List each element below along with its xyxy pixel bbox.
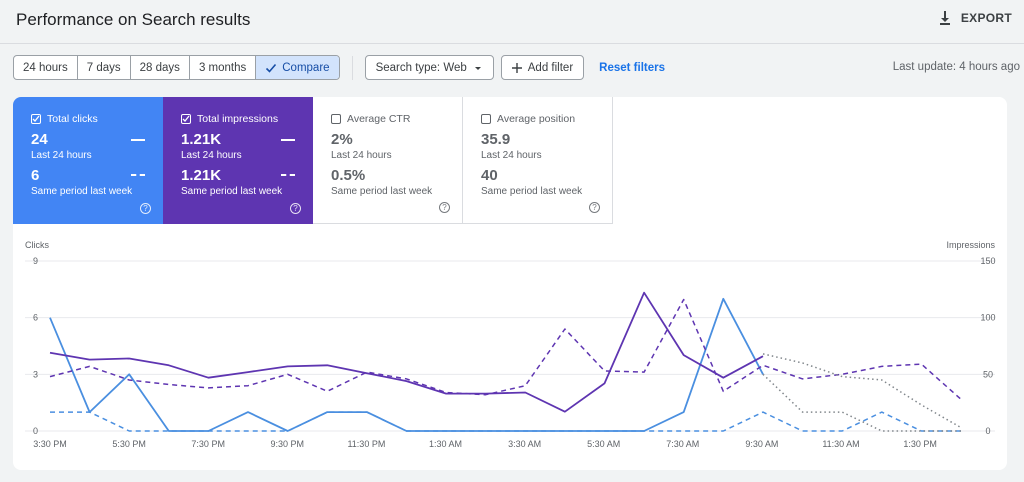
metric-label: Total impressions	[197, 113, 279, 125]
last-update-text: Last update: 4 hours ago	[892, 61, 1020, 73]
x-tick-label: 11:30 AM	[822, 439, 859, 449]
right-tick-label: 50	[983, 369, 993, 379]
checkbox-checked-icon[interactable]	[31, 114, 41, 124]
range-3-months[interactable]: 3 months	[190, 56, 257, 79]
metric-compare-period: Same period last week	[181, 186, 283, 197]
metric-period: Last 24 hours	[31, 150, 92, 161]
search-type-label: Search type: Web	[375, 61, 467, 74]
solid-line-legend	[281, 139, 295, 141]
metric-compare-value: 6	[31, 167, 40, 184]
export-button[interactable]: EXPORT	[937, 10, 1012, 26]
metric-compare-period: Same period last week	[481, 186, 583, 197]
x-tick-label: 9:30 AM	[745, 439, 778, 449]
x-tick-label: 1:30 AM	[429, 439, 462, 449]
export-label: EXPORT	[960, 11, 1012, 25]
add-filter-button[interactable]: Add filter	[500, 55, 585, 80]
metric-compare-period: Same period last week	[31, 186, 133, 197]
solid-line-legend	[131, 139, 145, 141]
download-icon	[939, 11, 950, 25]
dashed-line-legend	[131, 174, 145, 176]
filter-bar: 24 hours 7 days 28 days 3 months Compare…	[13, 55, 665, 80]
left-tick-label: 9	[33, 256, 38, 266]
right-tick-label: 150	[980, 256, 995, 266]
performance-chart: Clicks Impressions 0 0 3 50 6 100 9 150 3:30 PM 5:3…	[25, 240, 996, 449]
metric-compare-period: Same period last week	[331, 186, 433, 197]
plus-icon	[511, 62, 522, 73]
clicks-previous-line	[50, 411, 961, 432]
page-title: Performance on Search results	[16, 10, 251, 29]
x-tick-label: 3:30 AM	[508, 439, 541, 449]
metric-compare-value: 0.5%	[331, 167, 366, 184]
left-tick-label: 3	[33, 369, 38, 379]
dashed-line-legend	[281, 174, 295, 176]
right-axis-title: Impressions	[946, 240, 995, 250]
x-tick-label: 7:30 PM	[191, 439, 225, 449]
compare-button[interactable]: Compare	[256, 56, 339, 79]
filter-divider	[351, 55, 353, 80]
compare-label: Compare	[282, 61, 330, 74]
help-icon[interactable]: ?	[589, 202, 600, 213]
reset-filters-link[interactable]: Reset filters	[599, 61, 665, 74]
metric-value: 2%	[331, 131, 353, 148]
impressions-partial-line	[762, 353, 962, 429]
metric-period: Last 24 hours	[481, 150, 542, 161]
range-28-days[interactable]: 28 days	[131, 56, 190, 79]
metric-period: Last 24 hours	[181, 150, 242, 161]
help-icon[interactable]: ?	[290, 203, 301, 214]
top-bar: Performance on Search results EXPORT	[0, 0, 1024, 44]
x-tick-label: 9:30 PM	[271, 439, 305, 449]
x-tick-label: 11:30 PM	[347, 439, 385, 449]
right-tick-label: 100	[980, 313, 995, 323]
left-tick-label: 0	[33, 426, 38, 436]
search-type-dropdown[interactable]: Search type: Web	[364, 55, 494, 80]
metric-value: 1.21K	[181, 131, 222, 148]
add-filter-label: Add filter	[527, 61, 574, 74]
range-24-hours[interactable]: 24 hours	[14, 56, 78, 79]
impressions-previous-line	[49, 298, 962, 400]
x-tick-label: 3:30 PM	[33, 439, 67, 449]
right-tick-label: 0	[985, 426, 990, 436]
performance-card: Total clicks 24 Last 24 hours 6 Same per…	[13, 97, 1007, 470]
x-tick-label: 5:30 PM	[112, 439, 146, 449]
help-icon[interactable]: ?	[140, 203, 151, 214]
metric-value: 24	[31, 131, 48, 148]
x-tick-label: 1:30 PM	[903, 439, 937, 449]
check-icon	[266, 63, 277, 73]
impressions-current-line	[49, 291, 764, 413]
metric-average-ctr[interactable]: Average CTR 2% Last 24 hours 0.5% Same p…	[313, 97, 463, 224]
metric-value: 35.9	[481, 131, 511, 148]
help-icon[interactable]: ?	[439, 202, 450, 213]
metric-total-clicks[interactable]: Total clicks 24 Last 24 hours 6 Same per…	[13, 97, 163, 224]
metric-label: Average CTR	[347, 113, 411, 125]
dropdown-arrow-icon	[474, 66, 481, 70]
metric-compare-value: 1.21K	[181, 167, 222, 184]
clicks-partial-line	[762, 373, 961, 432]
checkbox-unchecked-icon[interactable]	[481, 114, 491, 124]
range-7-days[interactable]: 7 days	[78, 56, 131, 79]
clicks-current-line	[49, 297, 764, 432]
metric-period: Last 24 hours	[331, 150, 392, 161]
date-range-selector: 24 hours 7 days 28 days 3 months Compare	[13, 55, 340, 80]
x-tick-label: 7:30 AM	[666, 439, 699, 449]
left-tick-label: 6	[33, 313, 38, 323]
checkbox-checked-icon[interactable]	[181, 114, 191, 124]
metric-label: Average position	[497, 113, 576, 125]
metric-label: Total clicks	[47, 113, 98, 125]
left-axis-title: Clicks	[25, 240, 49, 250]
metric-total-impressions[interactable]: Total impressions 1.21K Last 24 hours 1.…	[163, 97, 313, 224]
checkbox-unchecked-icon[interactable]	[331, 114, 341, 124]
metric-average-position[interactable]: Average position 35.9 Last 24 hours 40 S…	[463, 97, 613, 224]
metric-compare-value: 40	[481, 167, 498, 184]
x-tick-label: 5:30 AM	[587, 439, 620, 449]
